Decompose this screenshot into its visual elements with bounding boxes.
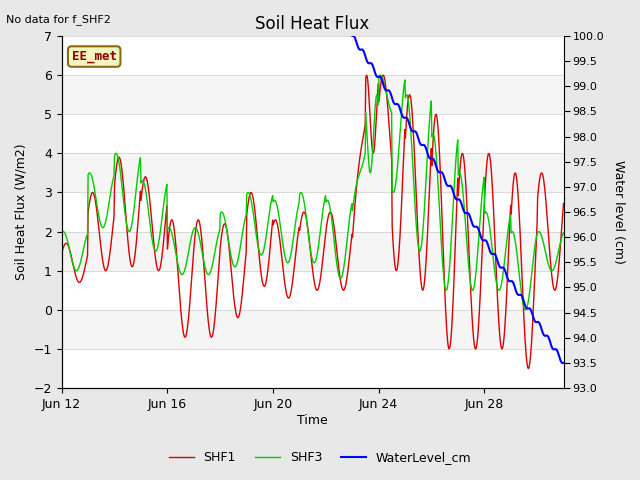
- SHF1: [291, 255, 299, 261]
- SHF3: [164, 225, 172, 230]
- SHF1: [374, 88, 381, 94]
- SHF1: [355, 165, 362, 170]
- WaterLevel_cm: [374, 74, 381, 80]
- SHF3: [234, 259, 241, 265]
- SHF3: [374, 96, 381, 102]
- Bar: [61, 310, 563, 349]
- SHF3: [477, 206, 484, 212]
- Bar: [61, 114, 563, 153]
- SHF1: [380, 72, 387, 78]
- Bar: [61, 271, 563, 310]
- SHF1: [559, 201, 567, 206]
- SHF3: [58, 230, 65, 236]
- SHF1: [524, 366, 532, 372]
- SHF3: [522, 307, 529, 313]
- SHF1: [234, 314, 241, 320]
- Y-axis label: Soil Heat Flux (W/m2): Soil Heat Flux (W/m2): [15, 144, 28, 280]
- Bar: [61, 349, 563, 388]
- Line: SHF1: SHF1: [61, 75, 563, 369]
- Bar: [61, 231, 563, 271]
- SHF3: [355, 173, 362, 179]
- WaterLevel_cm: [477, 232, 484, 238]
- Bar: [61, 153, 563, 192]
- SHF1: [58, 251, 65, 256]
- SHF3: [559, 230, 567, 236]
- SHF1: [477, 278, 484, 284]
- Y-axis label: Water level (cm): Water level (cm): [612, 160, 625, 264]
- Line: SHF3: SHF3: [61, 75, 563, 310]
- WaterLevel_cm: [355, 46, 362, 51]
- X-axis label: Time: Time: [297, 414, 328, 427]
- Title: Soil Heat Flux: Soil Heat Flux: [255, 15, 370, 33]
- SHF1: [164, 234, 172, 240]
- Text: EE_met: EE_met: [72, 50, 116, 63]
- Bar: [61, 192, 563, 231]
- WaterLevel_cm: [559, 360, 567, 366]
- Bar: [61, 75, 563, 114]
- Bar: [61, 36, 563, 75]
- Legend: SHF1, SHF3, WaterLevel_cm: SHF1, SHF3, WaterLevel_cm: [164, 446, 476, 469]
- SHF3: [291, 222, 299, 228]
- Line: WaterLevel_cm: WaterLevel_cm: [353, 36, 563, 363]
- SHF3: [376, 72, 384, 78]
- Text: No data for f_SHF2: No data for f_SHF2: [6, 14, 111, 25]
